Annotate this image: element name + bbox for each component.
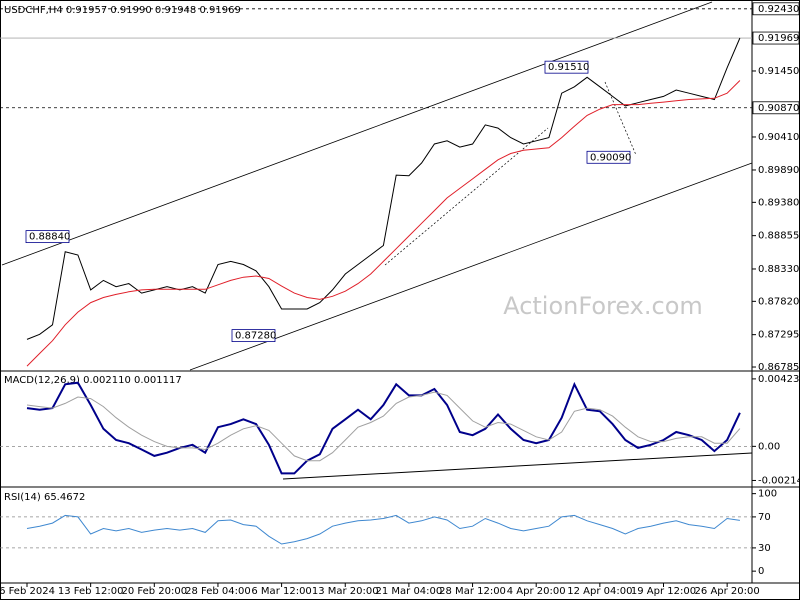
y-tick-label: 0.004237 (758, 374, 800, 385)
x-tick-label: 21 Mar 04:00 (376, 586, 443, 597)
pane-title: RSI(14) 65.4672 (4, 492, 85, 503)
x-tick-label: 6 Feb 2024 (0, 586, 55, 597)
y-tick-label: 0.86785 (758, 362, 799, 373)
level-label: 0.92430 (758, 4, 799, 15)
y-tick-label: 30 (758, 543, 771, 554)
y-tick-label: 0 (758, 566, 764, 577)
watermark: ActionForex.com (503, 292, 703, 320)
annotation-label: 0.87280 (235, 331, 276, 342)
level-label: 0.90870 (758, 103, 799, 114)
level-label-box (752, 31, 800, 45)
annotation-box (25, 230, 70, 244)
series-line (26, 37, 741, 340)
y-tick-label: 70 (758, 512, 771, 523)
series-line (26, 80, 741, 367)
series-line (26, 391, 741, 462)
x-tick-label: 20 Feb 20:00 (121, 586, 187, 597)
x-tick-label: 4 Apr 20:00 (507, 586, 566, 597)
channel-lower (189, 162, 753, 371)
x-tick-label: 26 Apr 20:00 (695, 586, 760, 597)
x-tick-label: 12 Apr 04:00 (567, 586, 632, 597)
level-label-box (752, 2, 800, 16)
annotation-box (586, 150, 631, 164)
x-tick-label: 13 Mar 20:00 (312, 586, 379, 597)
y-tick-label: -0.002142 (758, 475, 800, 486)
y-tick-label: 0.87820 (758, 296, 799, 307)
series-line (26, 514, 740, 545)
x-tick-label: 28 Mar 12:00 (439, 586, 506, 597)
annotation-label: 0.91510 (548, 62, 589, 73)
x-tick-label: 19 Apr 12:00 (631, 586, 696, 597)
x-tick-label: 13 Feb 12:00 (58, 586, 124, 597)
annotation-box (544, 60, 589, 74)
x-tick-label: 6 Mar 12:00 (251, 586, 311, 597)
macd-trendline (282, 452, 753, 480)
y-tick-label: 0.88855 (758, 231, 799, 242)
pane-title: MACD(12,26,9) 0.002110 0.001117 (4, 375, 182, 386)
pane-title: USDCHF,H4 0.91957 0.91990 0.91948 0.9196… (4, 5, 241, 16)
y-tick-label: 0.87295 (758, 330, 799, 341)
y-tick-label: 0.88330 (758, 264, 799, 275)
y-tick-label: 0.89890 (758, 165, 799, 176)
annotation-box (231, 329, 276, 343)
channel-upper (1, 1, 713, 266)
x-tick-label: 28 Feb 04:00 (185, 586, 251, 597)
y-tick-label: 0.91450 (758, 66, 799, 77)
y-tick-label: 0.00 (758, 441, 780, 452)
level-label: 0.91969 (758, 33, 799, 44)
annotation-label: 0.88840 (29, 232, 70, 243)
y-tick-label: 100 (758, 489, 777, 500)
series-line (26, 381, 741, 475)
y-tick-label: 0.90410 (758, 132, 799, 143)
annotation-label: 0.90090 (590, 152, 631, 163)
y-tick-label: 0.89380 (758, 197, 799, 208)
level-label-box (752, 101, 800, 115)
